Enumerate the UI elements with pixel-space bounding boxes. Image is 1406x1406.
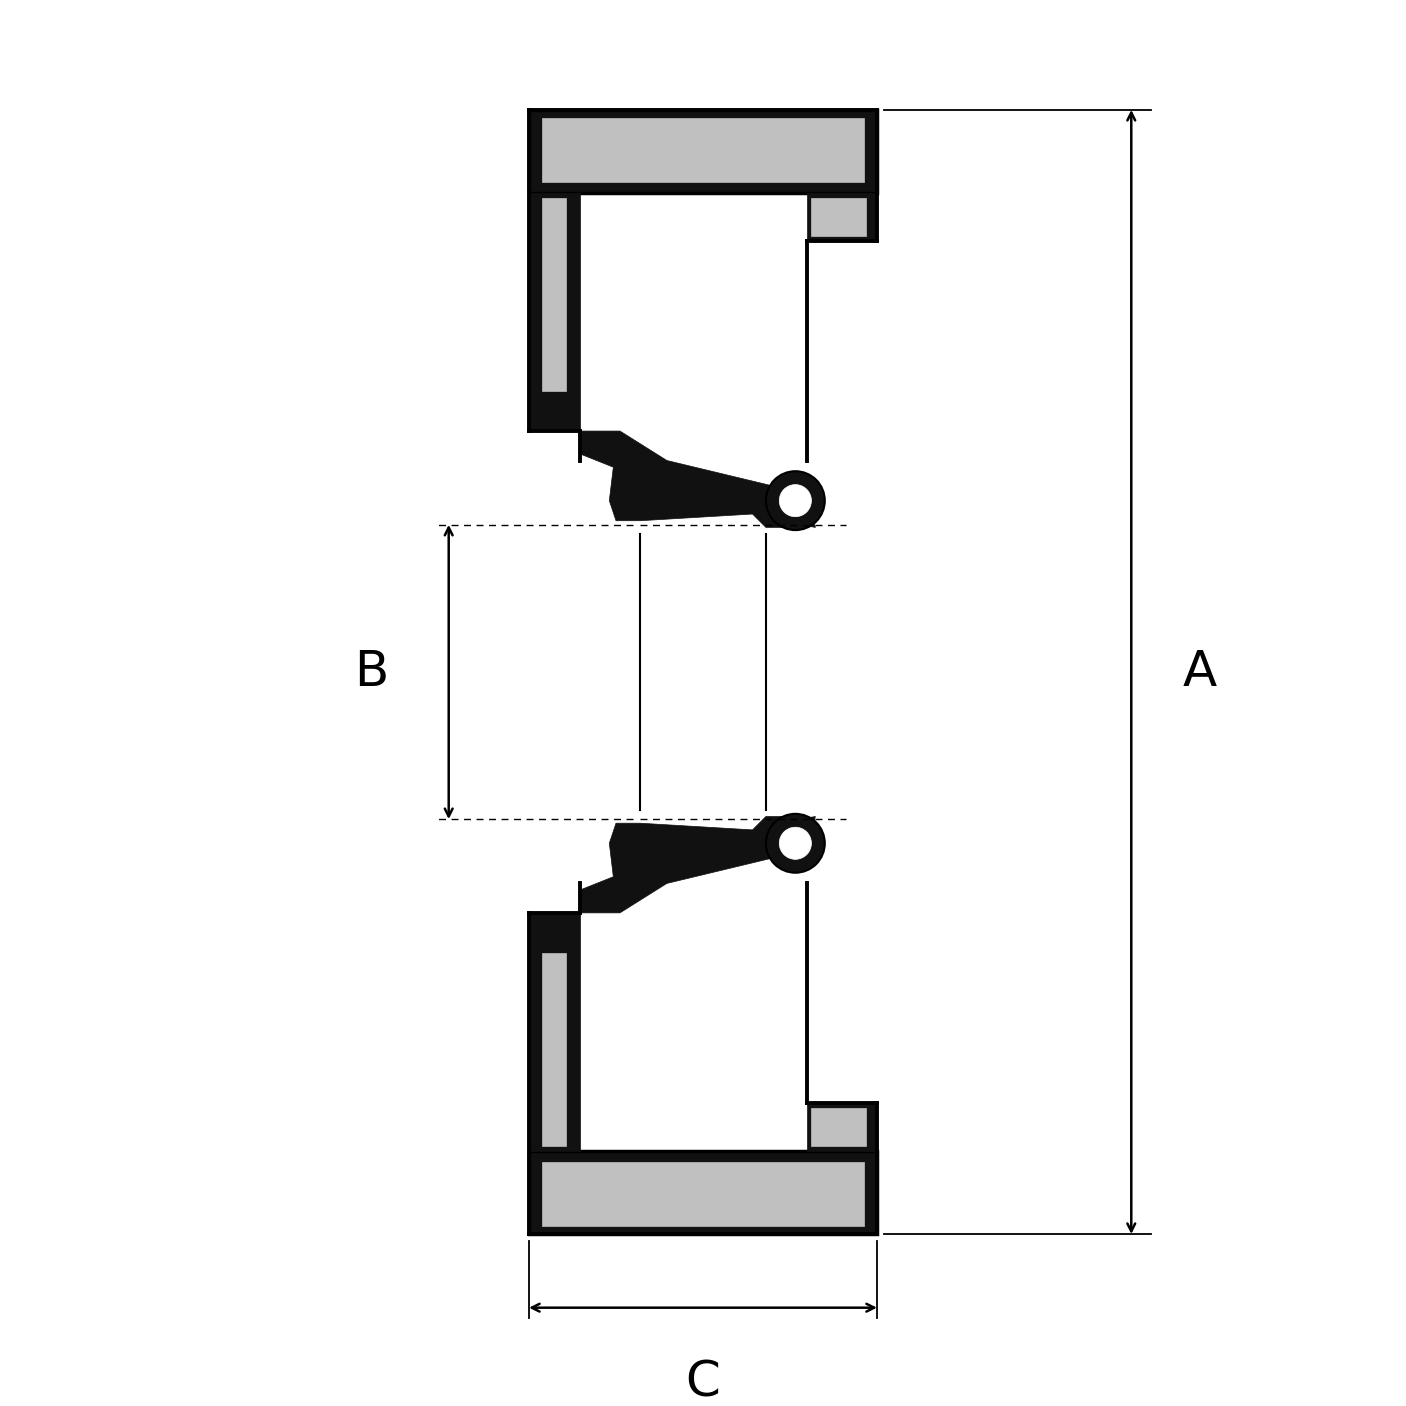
Circle shape bbox=[766, 471, 825, 530]
Polygon shape bbox=[529, 110, 877, 193]
Polygon shape bbox=[807, 193, 877, 240]
Text: C: C bbox=[686, 1358, 720, 1406]
Polygon shape bbox=[579, 432, 815, 527]
Polygon shape bbox=[807, 1102, 877, 1152]
Polygon shape bbox=[543, 953, 567, 1146]
Circle shape bbox=[766, 814, 825, 873]
Polygon shape bbox=[811, 1108, 866, 1146]
Circle shape bbox=[779, 485, 811, 517]
Text: A: A bbox=[1182, 648, 1216, 696]
Polygon shape bbox=[529, 1152, 877, 1234]
Circle shape bbox=[779, 827, 811, 859]
Polygon shape bbox=[543, 1161, 863, 1226]
Text: B: B bbox=[354, 648, 388, 696]
Polygon shape bbox=[543, 198, 567, 391]
Polygon shape bbox=[529, 193, 579, 432]
Polygon shape bbox=[811, 198, 866, 236]
Polygon shape bbox=[579, 817, 815, 912]
Polygon shape bbox=[529, 912, 579, 1152]
Polygon shape bbox=[543, 118, 863, 183]
